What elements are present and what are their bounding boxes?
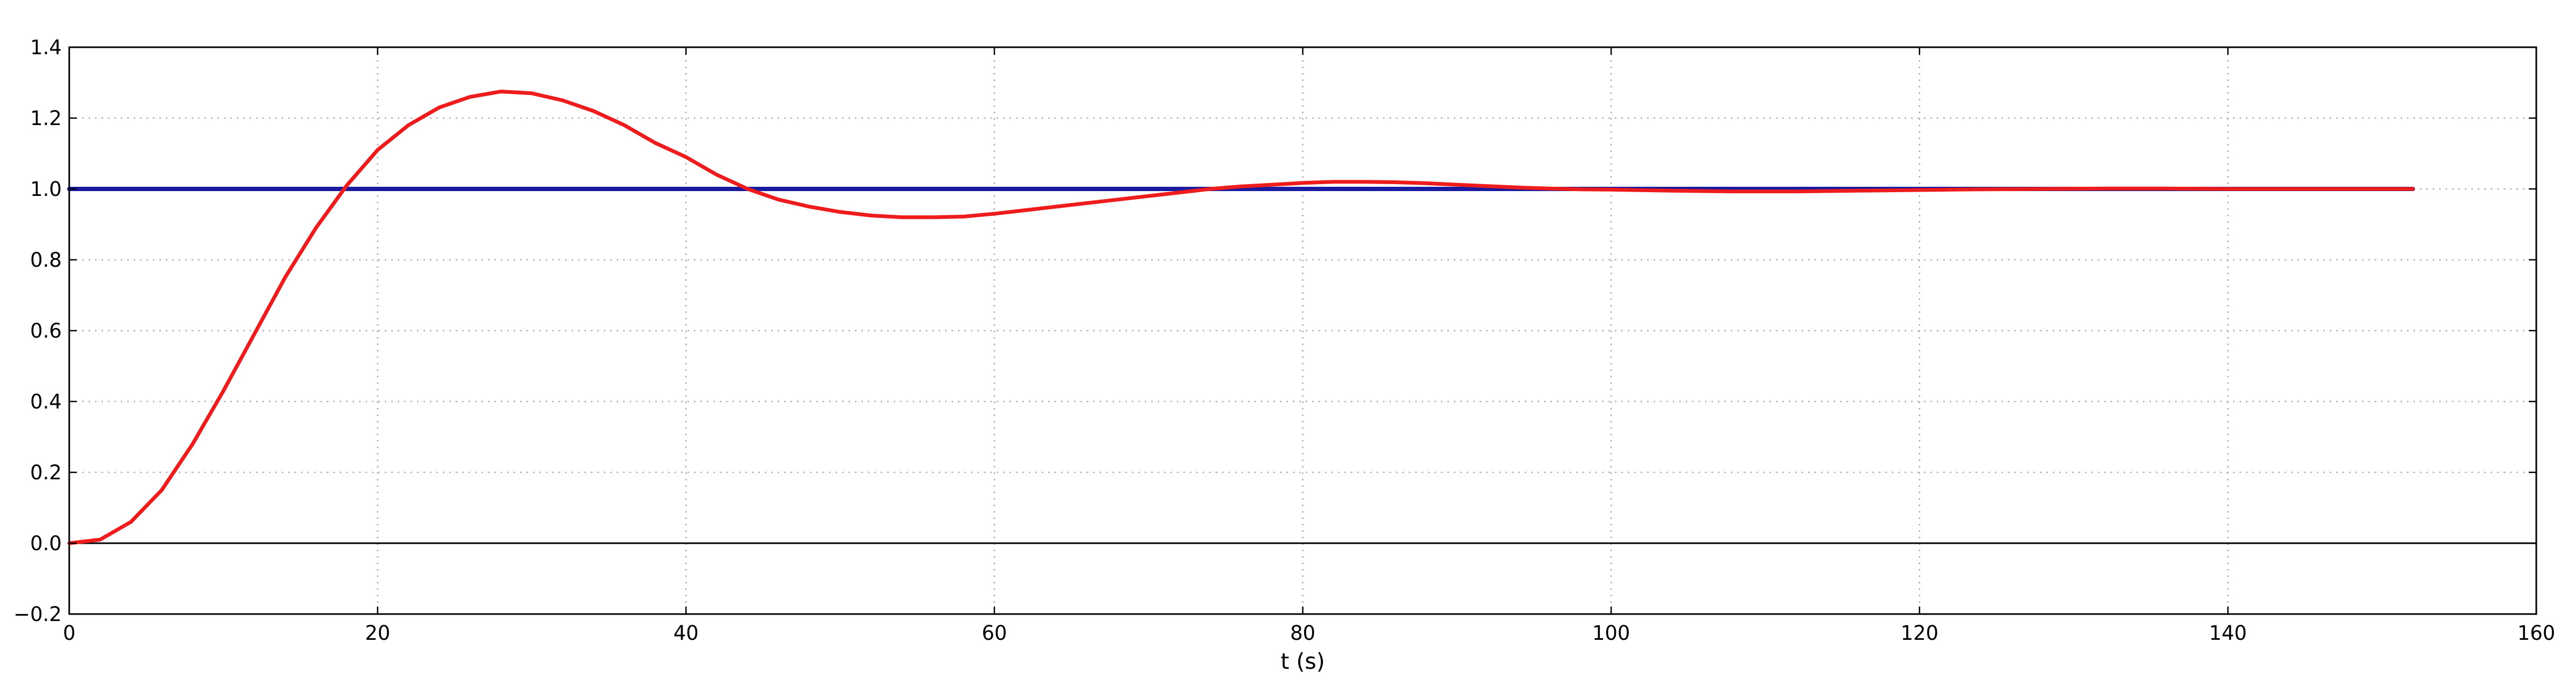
x-tick-label: 160 [2518, 622, 2556, 645]
x-tick-label: 120 [1900, 622, 1938, 645]
x-tick-label: 40 [674, 622, 699, 645]
y-tick-label: 0.2 [30, 461, 62, 484]
y-tick-label: 1.4 [30, 36, 62, 59]
series [67, 90, 2416, 545]
y-tick-label: 1.2 [30, 107, 62, 130]
y-tick-label: −0.2 [13, 603, 62, 626]
y-tick-label: 0.0 [30, 532, 62, 555]
x-tick-label: 140 [2209, 622, 2247, 645]
y-tick-label: 0.8 [30, 249, 62, 272]
y-tick-label: 0.6 [30, 319, 62, 342]
x-tick-label: 60 [982, 622, 1007, 645]
y-axis: −0.2 0.0 0.2 0.4 0.6 0.8 1.0 1.2 1.4 [13, 36, 2536, 626]
x-axis-label: t (s) [1280, 648, 1324, 674]
x-tick-label: 20 [365, 622, 390, 645]
x-tick-label: 80 [1290, 622, 1315, 645]
y-tick-label: 0.4 [30, 390, 62, 413]
y-tick-label: 1.0 [30, 178, 62, 201]
x-tick-label: 100 [1592, 622, 1630, 645]
response-series-line [67, 90, 2415, 545]
x-tick-label: 0 [63, 622, 76, 645]
grid [69, 47, 2536, 614]
x-axis: 0 20 40 60 80 100 120 140 160 [63, 47, 2555, 645]
